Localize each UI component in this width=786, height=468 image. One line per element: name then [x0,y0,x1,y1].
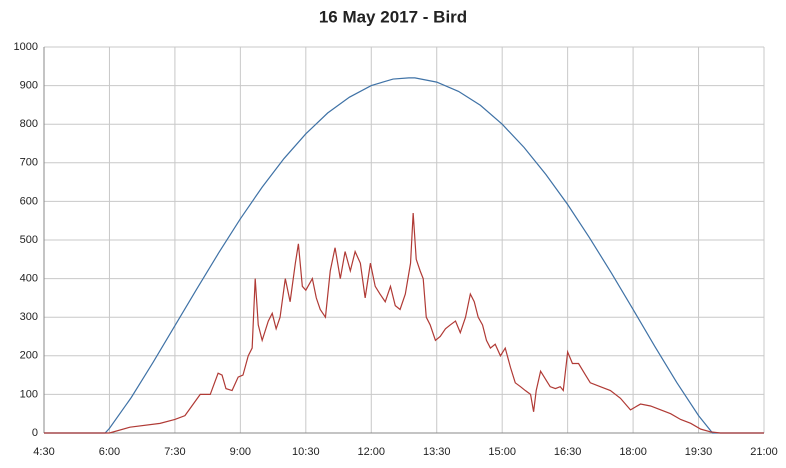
x-tick-label: 12:00 [358,446,386,458]
x-tick-label: 18:00 [619,446,647,458]
y-tick-label: 0 [32,427,38,439]
y-tick-label: 900 [20,80,38,92]
chart-title: 16 May 2017 - Bird [319,7,467,26]
y-tick-label: 200 [20,350,38,362]
series-line [44,77,764,434]
y-tick-label: 500 [20,234,38,246]
x-tick-label: 19:30 [685,446,713,458]
x-tick-label: 4:30 [33,446,54,458]
y-tick-label: 1000 [14,41,38,53]
y-tick-label: 400 [20,273,38,285]
y-tick-label: 700 [20,157,38,169]
x-tick-label: 15:00 [488,446,516,458]
y-tick-label: 600 [20,195,38,207]
x-tick-label: 16:30 [554,446,582,458]
y-tick-label: 800 [20,118,38,130]
x-tick-label: 7:30 [164,446,185,458]
x-tick-label: 6:00 [99,446,120,458]
x-tick-label: 9:00 [230,446,251,458]
x-tick-label: 13:30 [423,446,451,458]
y-tick-label: 300 [20,311,38,323]
y-tick-label: 100 [20,388,38,400]
x-tick-label: 10:30 [292,446,320,458]
x-tick-label: 21:00 [750,446,778,458]
series-line [44,212,764,434]
